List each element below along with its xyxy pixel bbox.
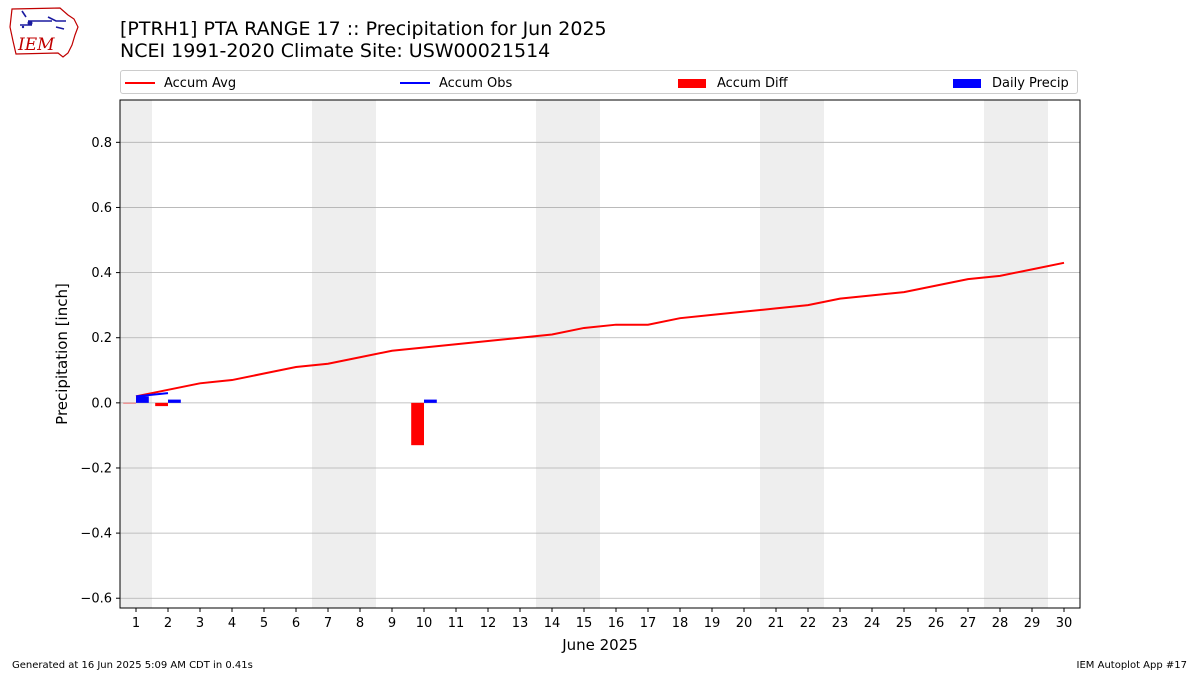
y-tick-label: 0.2 <box>91 331 112 346</box>
x-tick-label: 5 <box>260 616 268 631</box>
x-tick-label: 26 <box>928 616 945 631</box>
x-tick-label: 25 <box>896 616 913 631</box>
x-tick-label: 9 <box>388 616 396 631</box>
x-tick-label: 6 <box>292 616 300 631</box>
weekend-band-28 <box>984 100 1016 608</box>
accum-diff-bar-1 <box>123 402 136 404</box>
x-tick-label: 16 <box>608 616 625 631</box>
legend-item-daily-precip: Daily Precip <box>953 71 1069 95</box>
y-tick-label: 0.8 <box>91 136 112 151</box>
x-tick-label: 19 <box>704 616 721 631</box>
accum-diff-bar-2 <box>155 402 168 407</box>
legend-label-accum-avg: Accum Avg <box>164 75 237 91</box>
legend-swatch-daily-precip <box>953 78 981 88</box>
x-tick-label: 29 <box>1024 616 1041 631</box>
x-tick-label: 22 <box>800 616 817 631</box>
plot-frame <box>119 99 1081 609</box>
x-tick-label: 11 <box>448 616 465 631</box>
accum-avg-line <box>135 261 1065 398</box>
weekend-band-22 <box>792 100 824 608</box>
weekend-shading <box>120 100 1048 608</box>
x-tick-label: 18 <box>672 616 689 631</box>
gridlines <box>120 141 1080 599</box>
app-credit: IEM Autoplot App #17 <box>1076 660 1187 671</box>
y-tick-label: −0.6 <box>80 592 112 607</box>
chart-subtitle: NCEI 1991-2020 Climate Site: USW00021514 <box>120 40 551 62</box>
x-tick-label: 1 <box>132 616 140 631</box>
legend: Accum Avg Accum Obs Accum Diff Daily Pre… <box>120 70 1078 94</box>
weekend-band-29 <box>1016 100 1048 608</box>
x-tick-label: 8 <box>356 616 364 631</box>
x-tick-label: 2 <box>164 616 172 631</box>
x-tick-label: 4 <box>228 616 236 631</box>
x-tick-label: 28 <box>992 616 1009 631</box>
x-tick-label: 14 <box>544 616 561 631</box>
weekend-band-14 <box>536 100 568 608</box>
x-tick-label: 23 <box>832 616 849 631</box>
x-tick-label: 13 <box>512 616 529 631</box>
legend-label-accum-obs: Accum Obs <box>439 75 513 91</box>
x-tick-label: 21 <box>768 616 785 631</box>
legend-swatch-accum-diff <box>678 78 706 88</box>
iem-logo: IEM <box>9 7 79 58</box>
weekend-band-1 <box>120 100 152 608</box>
legend-item-accum-obs: Accum Obs <box>400 71 512 95</box>
x-tick-label: 24 <box>864 616 881 631</box>
accum-diff-bar-10 <box>411 402 424 446</box>
x-tick-label: 20 <box>736 616 753 631</box>
axes: 1 2 3 4 5 6 7 8 9 10 11 12 13 14 15 16 17 18 19 20 21 22 23 24 2… <box>80 136 1072 631</box>
daily-precip-bar-10 <box>424 399 437 403</box>
lines <box>135 261 1065 398</box>
accum-obs-line <box>135 392 169 398</box>
weekend-band-8 <box>344 100 376 608</box>
generated-timestamp: Generated at 16 Jun 2025 5:09 AM CDT in … <box>12 660 253 671</box>
x-tick-label: 15 <box>576 616 593 631</box>
y-tick-label: −0.2 <box>80 461 112 476</box>
legend-item-accum-diff: Accum Diff <box>678 71 788 95</box>
daily-precip-bar-1 <box>136 396 149 403</box>
x-tick-label: 30 <box>1056 616 1073 631</box>
y-tick-label: −0.4 <box>80 527 112 542</box>
legend-swatch-accum-avg <box>125 82 155 84</box>
x-tick-label: 17 <box>640 616 657 631</box>
weekend-band-21 <box>760 100 792 608</box>
logo-text: IEM <box>17 35 55 55</box>
legend-label-daily-precip: Daily Precip <box>992 75 1069 91</box>
legend-label-accum-diff: Accum Diff <box>717 75 788 91</box>
chart-title: [PTRH1] PTA RANGE 17 :: Precipitation fo… <box>120 18 607 40</box>
x-tick-label: 7 <box>324 616 332 631</box>
weekend-band-15 <box>568 100 600 608</box>
legend-item-accum-avg: Accum Avg <box>125 71 236 95</box>
legend-swatch-accum-obs <box>400 82 430 84</box>
bars <box>123 396 437 446</box>
x-tick-label: 3 <box>196 616 204 631</box>
weekend-band-7 <box>312 100 344 608</box>
y-axis-label: Precipitation [inch] <box>53 283 71 425</box>
y-tick-label: 0.4 <box>91 266 112 281</box>
x-tick-label: 12 <box>480 616 497 631</box>
x-tick-label: 10 <box>416 616 433 631</box>
x-tick-label: 27 <box>960 616 977 631</box>
y-tick-label: 0.0 <box>91 396 112 411</box>
y-tick-label: 0.6 <box>91 201 112 216</box>
daily-precip-bar-2 <box>168 399 181 403</box>
x-axis-label: June 2025 <box>561 636 638 654</box>
